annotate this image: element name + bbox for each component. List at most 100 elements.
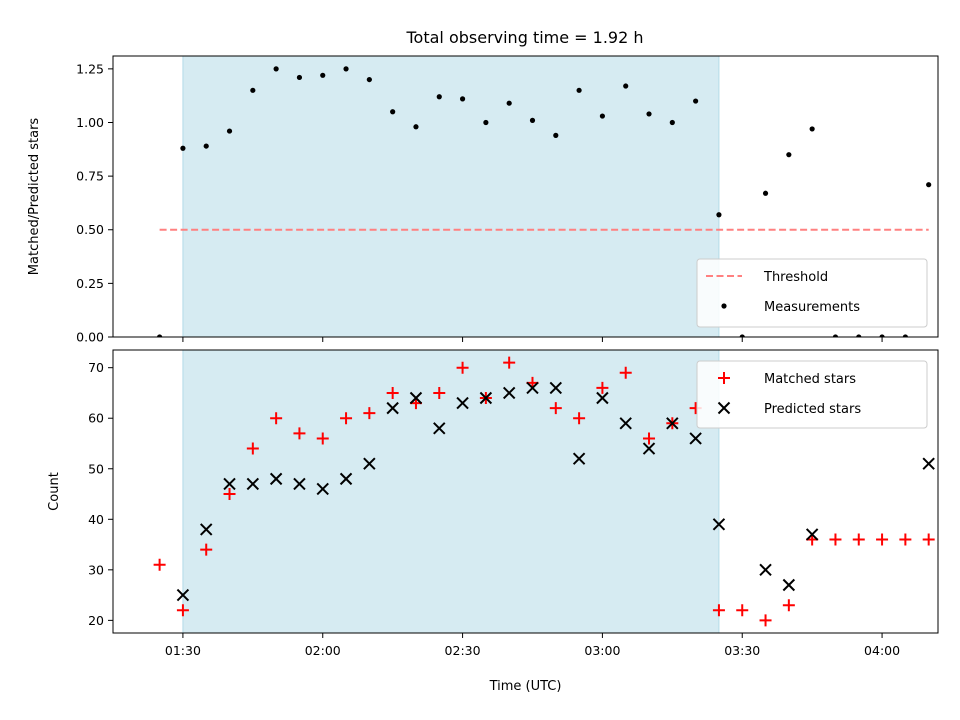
legend-label: Predicted stars (764, 402, 861, 417)
legend-label: Measurements (764, 300, 860, 315)
count-axes-frame (112, 349, 939, 634)
predicted-stars-point (409, 391, 423, 405)
ratio-ytick-label: 0.00 (76, 330, 104, 345)
ratio-legend: Threshold Measurements (696, 258, 928, 328)
legend-label: Threshold (763, 270, 828, 285)
xtick-label: 02:00 (305, 643, 341, 658)
predicted-stars-point (339, 472, 353, 486)
measurement-point (180, 145, 186, 151)
count-ytick-label: 60 (88, 411, 104, 426)
matched-stars-point (503, 356, 516, 369)
measurement-point (203, 143, 209, 149)
ratio-plot-area (157, 66, 932, 337)
measurement-point (459, 96, 466, 102)
matched-stars-point (200, 543, 213, 556)
ratio-ytick-label: 0.25 (76, 276, 104, 291)
measurement-point (669, 119, 675, 126)
count-legend: Matched stars Predicted stars (696, 360, 928, 429)
measurement-point (226, 128, 233, 134)
matched-stars-point (456, 361, 469, 374)
matched-stars-point (922, 533, 935, 546)
predicted-stars-point (200, 523, 213, 536)
predicted-stars-point (689, 432, 702, 445)
predicted-stars-point (386, 401, 399, 415)
matched-stars-point (712, 604, 725, 617)
matched-stars-point (619, 366, 632, 379)
measurement-point (157, 334, 163, 337)
legend-matched-swatch (718, 372, 730, 384)
matched-stars-point (433, 386, 446, 399)
ratio-panel: 0.00 0.25 0.50 0.75 1.00 1.25 Matched/Predicte… (27, 55, 939, 345)
ratio-ytick-label: 1.00 (76, 115, 104, 130)
matched-stars-point (573, 412, 586, 425)
matched-stars-point (316, 432, 329, 445)
measurement-point (390, 109, 396, 115)
xtick-label: 03:30 (724, 643, 760, 658)
predicted-stars-point (456, 396, 469, 410)
matched-stars-point (176, 604, 189, 617)
predicted-stars-point (642, 442, 656, 455)
predicted-stars-point (246, 477, 260, 491)
predicted-stars-point (805, 528, 819, 541)
chart-title: Total observing time = 1.92 h (405, 28, 643, 47)
predicted-stars-point (433, 422, 446, 435)
predicted-stars-point (572, 452, 586, 465)
ratio-axes-frame (112, 55, 939, 338)
measurement-point (506, 100, 512, 106)
count-ytick-label: 70 (88, 360, 104, 375)
measurement-point (832, 334, 839, 337)
ratio-ytick-label: 0.75 (76, 169, 104, 184)
measurement-point (436, 94, 442, 100)
matched-stars-point (736, 604, 749, 617)
measurement-point (716, 212, 722, 218)
matched-stars-point (270, 412, 283, 425)
count-ytick-label: 40 (88, 512, 104, 527)
predicted-stars-point (316, 482, 329, 496)
measurement-point (599, 113, 606, 119)
matched-stars-point (246, 442, 259, 455)
xtick-label: 03:00 (584, 643, 620, 658)
matched-stars-point (759, 614, 772, 627)
predicted-stars-point (363, 457, 376, 470)
xtick-label: 04:00 (864, 643, 900, 658)
predicted-stars-point (176, 588, 190, 602)
count-plot-area (153, 356, 935, 627)
predicted-stars-point (549, 381, 563, 395)
matched-stars-point (596, 381, 609, 394)
predicted-stars-point (269, 472, 283, 486)
measurement-point (693, 98, 699, 104)
count-panel: 20 30 40 50 60 70 01:30 02:00 02:30 03:00 03:30 04:… (47, 349, 939, 694)
measurement-point (809, 126, 815, 132)
matched-stars-point (899, 533, 912, 546)
xtick-label: 02:30 (445, 643, 481, 658)
predicted-stars-point (502, 386, 516, 400)
matched-stars-point (549, 402, 562, 415)
measurement-point (879, 334, 885, 337)
matched-stars-point (223, 488, 236, 501)
matched-stars-point (852, 533, 865, 546)
measurement-point (413, 124, 419, 130)
measurement-point (296, 74, 303, 81)
measurement-point (902, 334, 908, 337)
matched-stars-point (643, 432, 656, 445)
xlabel: Time (UTC) (489, 679, 562, 694)
count-observing-span (182, 349, 720, 634)
predicted-stars-point (712, 518, 726, 531)
measurement-point (250, 87, 256, 93)
xtick-label: 01:30 (165, 643, 201, 658)
measurement-point (926, 182, 932, 188)
predicted-stars-point (666, 417, 679, 430)
measurement-point (553, 132, 559, 138)
measurement-point (576, 87, 582, 93)
measurement-point (343, 66, 349, 72)
measurement-point (529, 117, 536, 123)
matched-stars-point (386, 386, 399, 399)
matched-stars-point (153, 558, 166, 571)
legend-measurement-swatch (721, 303, 727, 309)
measurement-point (762, 190, 769, 196)
predicted-stars-point (526, 381, 539, 395)
matched-stars-point (782, 599, 795, 612)
measurement-point (646, 111, 652, 117)
legend-label: Matched stars (764, 372, 856, 387)
measurement-point (273, 66, 279, 72)
